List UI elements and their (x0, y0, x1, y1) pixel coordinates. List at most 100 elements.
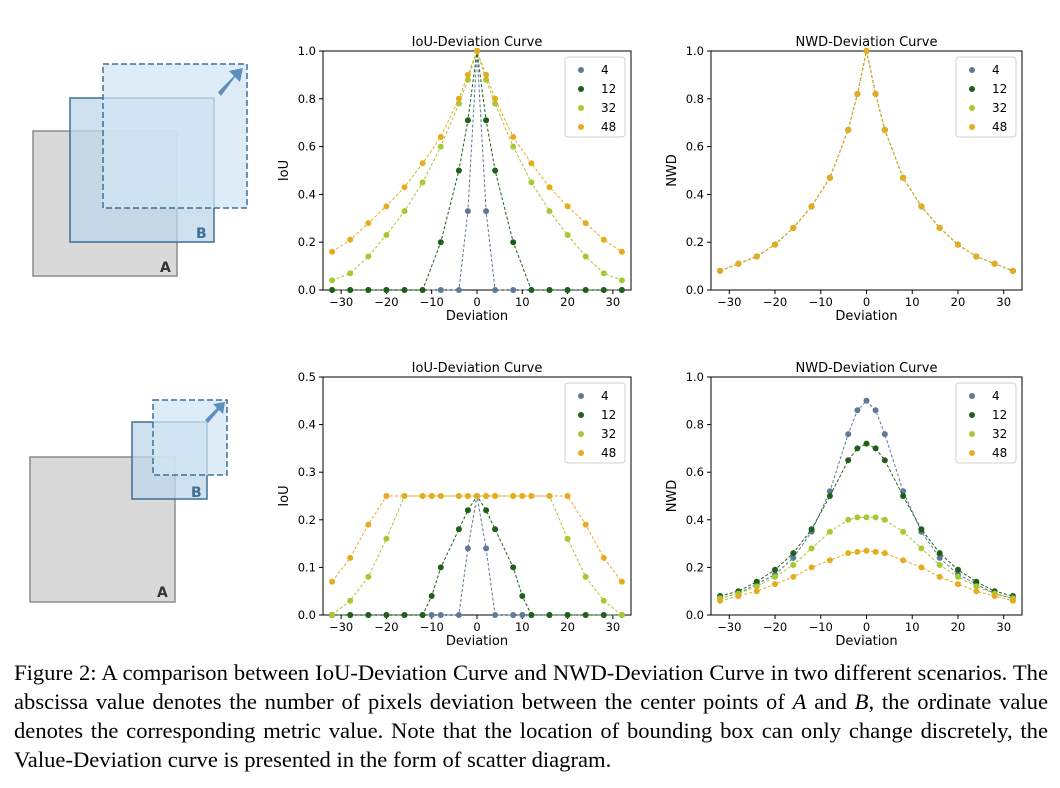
chart-title: NWD-Deviation Curve (796, 35, 938, 50)
y-tick-label: 0.1 (298, 560, 316, 574)
data-point (419, 179, 426, 186)
data-point (464, 493, 471, 499)
data-point (618, 287, 625, 293)
legend-marker (969, 412, 975, 418)
data-point (464, 76, 471, 83)
y-tick-label: 0.0 (298, 608, 316, 622)
data-point (582, 573, 589, 580)
data-point (936, 573, 943, 580)
x-tick-label: 20 (560, 295, 575, 309)
data-point (600, 236, 607, 243)
data-point (383, 287, 390, 293)
data-point (936, 554, 943, 561)
data-point (464, 208, 471, 215)
data-point (717, 267, 724, 274)
chart-iou-bottom: IoU-Deviation Curve −30 −20 −10 0 10 20 30 0.0 0.… (277, 361, 632, 649)
y-tick-label: 1.0 (686, 370, 704, 384)
data-point (455, 612, 462, 618)
data-point (401, 287, 408, 293)
data-point (772, 581, 778, 588)
data-point (845, 431, 852, 438)
data-point (347, 612, 354, 618)
data-point (955, 581, 961, 588)
data-point (437, 134, 444, 140)
x-tick-label: 0 (863, 620, 870, 634)
data-point (973, 253, 980, 260)
x-axis-label: Deviation (446, 634, 508, 649)
x-axis-label: Deviation (835, 634, 897, 649)
data-point (955, 241, 961, 248)
x-tick-label: −20 (763, 620, 787, 634)
data-point (808, 203, 815, 210)
data-point (510, 134, 517, 140)
data-point (510, 143, 517, 150)
label-a: A (160, 260, 171, 276)
data-point (854, 407, 861, 414)
data-point (510, 564, 517, 571)
data-point (401, 208, 408, 215)
legend-marker (578, 450, 584, 456)
data-point (845, 126, 852, 133)
x-tick-label: −30 (717, 620, 741, 634)
data-point (854, 445, 861, 452)
data-point (546, 184, 553, 191)
legend-label: 12 (992, 82, 1007, 96)
y-tick-label: 0.6 (686, 465, 704, 479)
x-tick-label: 10 (905, 295, 920, 309)
data-point (854, 548, 861, 555)
data-point (900, 493, 907, 499)
y-tick-label: 1.0 (298, 44, 316, 58)
data-point (419, 287, 426, 293)
data-point (600, 287, 607, 293)
data-point (528, 160, 535, 167)
data-point (329, 287, 336, 293)
legend-marker (969, 450, 975, 456)
data-point (991, 593, 998, 599)
data-point (790, 562, 797, 568)
legend-marker (969, 67, 975, 73)
diagram-bottom: A B (29, 399, 228, 603)
data-point (918, 526, 925, 533)
data-point (365, 253, 372, 260)
legend-marker (578, 124, 584, 130)
move-arrow-icon (205, 402, 225, 423)
data-point (474, 493, 480, 499)
data-point (347, 287, 354, 293)
data-point (918, 545, 925, 552)
x-tick-label: 20 (951, 295, 966, 309)
data-point (753, 578, 760, 585)
data-point (437, 143, 444, 150)
legend-label: 48 (992, 446, 1007, 460)
data-point (863, 514, 870, 521)
data-point (872, 407, 879, 414)
data-point (437, 612, 444, 618)
chart-iou-top: IoU-Deviation Curve −30 −20 −10 0 10 20 30 0.0 0.… (277, 35, 632, 324)
data-point (437, 239, 444, 246)
legend-label: 12 (601, 408, 616, 422)
data-point (600, 270, 607, 277)
data-point (826, 174, 833, 181)
data-point (510, 239, 517, 246)
data-point (918, 564, 925, 571)
y-axis-label: IoU (277, 485, 292, 506)
legend-marker (578, 67, 584, 73)
series-48 (717, 48, 1016, 274)
data-point (600, 554, 607, 561)
data-point (329, 612, 336, 618)
data-point (790, 554, 797, 561)
series-48 (329, 493, 625, 585)
figure-panels: A B A B IoU-Deviation Curve −30 −20 −10 0 10 2… (29, 35, 1023, 649)
chart-title: NWD-Deviation Curve (796, 361, 938, 376)
data-point (772, 566, 778, 573)
data-point (365, 287, 372, 293)
legend-marker (969, 124, 975, 130)
x-axis-label: Deviation (446, 309, 508, 324)
data-point (329, 277, 336, 284)
data-point (519, 612, 526, 618)
legend-label: 4 (601, 63, 609, 77)
data-point (455, 493, 462, 499)
data-point (455, 167, 462, 174)
data-point (854, 91, 861, 97)
legend-box (564, 56, 626, 138)
legend-label: 48 (601, 120, 616, 134)
